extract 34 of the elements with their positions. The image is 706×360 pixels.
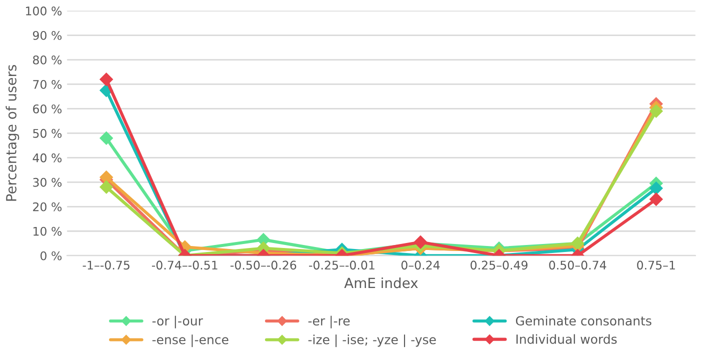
y-tick-label: 20 % (33, 202, 62, 212)
y-tick-label: 90 % (32, 31, 62, 40)
point (100, 72, 113, 86)
x-axis-title: AmE index (344, 277, 418, 288)
x-tick-label: 0.75–1 (637, 260, 675, 270)
y-tick-label: 10 % (34, 226, 62, 236)
point (100, 170, 113, 184)
point (650, 192, 663, 206)
point (650, 182, 663, 195)
legend-label: Geminate consonants (516, 316, 652, 326)
y-tick-label: 80 % (33, 55, 62, 64)
y-tick-label: 100 % (26, 6, 62, 16)
legend-label: -or |-our (152, 316, 203, 328)
point (100, 180, 113, 194)
legend-label: Individual words (516, 334, 617, 344)
y-tick-label: 60 % (33, 104, 62, 114)
y-tick-label: 30 % (33, 178, 62, 187)
y-tick-label: 40 % (32, 153, 62, 162)
point (100, 132, 113, 145)
legend-label: -ize | -ise; -yze | -yse (308, 334, 436, 348)
y-axis-title: Percentage of users (6, 64, 20, 201)
x-tick-label: 0–0.24 (401, 260, 440, 270)
x-tick-label: -1–-0.75 (82, 260, 130, 270)
point (650, 104, 663, 118)
x-tick-label: 0.25–0.49 (470, 260, 528, 270)
y-tick-label: 50 % (33, 128, 62, 138)
x-tick-label: -0.74–-0.51 (152, 260, 218, 270)
x-tick-label: -0.50–-0.26 (230, 260, 296, 270)
x-tick-label: 0.50–0.74 (549, 260, 606, 270)
legend-label: -er |-re (308, 316, 350, 328)
x-tick-label: -0.25–-0.01 (309, 260, 374, 270)
y-tick-label: 70 % (33, 80, 62, 89)
legend-label: -ense |-ence (152, 334, 228, 348)
y-tick-label: 0 % (40, 251, 62, 260)
